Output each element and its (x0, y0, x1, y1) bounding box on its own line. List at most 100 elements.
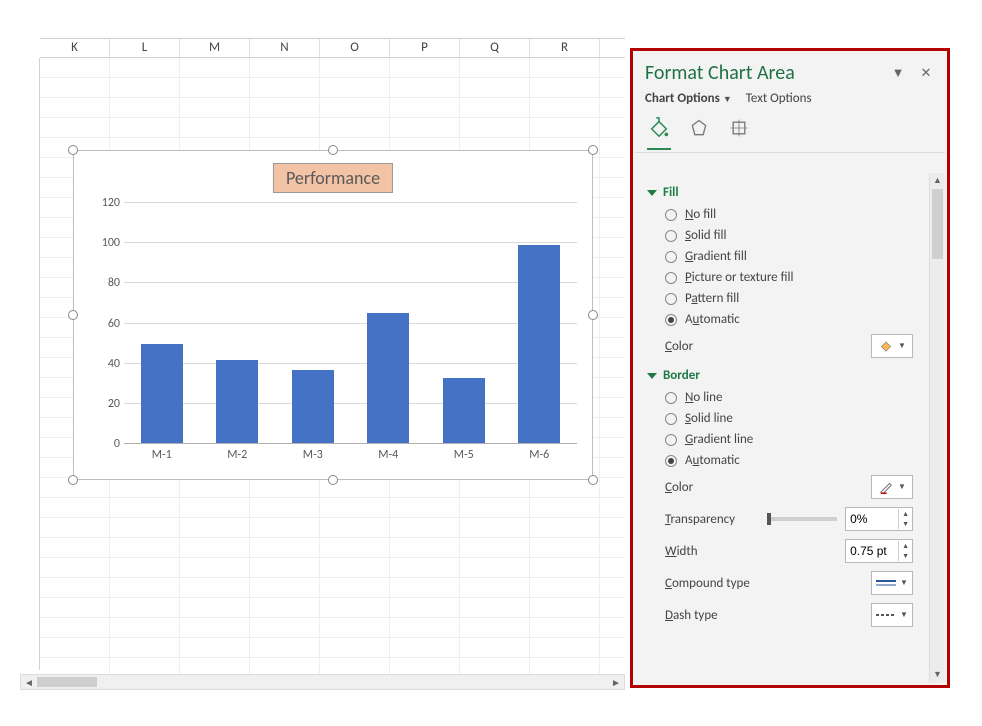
slider-knob[interactable] (767, 513, 771, 525)
dash-type-button[interactable]: ▼ (871, 603, 913, 627)
bar[interactable] (443, 378, 485, 444)
transparency-spinner-input[interactable] (846, 508, 898, 530)
cell[interactable] (40, 518, 110, 537)
cell[interactable] (110, 98, 180, 117)
cell[interactable] (40, 598, 110, 617)
cell[interactable] (460, 598, 530, 617)
resize-handle-n[interactable] (328, 145, 338, 155)
cell[interactable] (530, 518, 600, 537)
compound-type-button[interactable]: ▼ (871, 571, 913, 595)
column-header[interactable]: K (40, 39, 110, 57)
resize-handle-se[interactable] (588, 475, 598, 485)
radio-border-3[interactable]: Automatic (647, 450, 913, 471)
cell[interactable] (250, 78, 320, 97)
cell[interactable] (250, 58, 320, 77)
cell[interactable] (250, 98, 320, 117)
cell[interactable] (390, 78, 460, 97)
cell[interactable] (460, 638, 530, 657)
scroll-thumb[interactable] (37, 677, 97, 687)
cell[interactable] (110, 118, 180, 137)
width-spinner-input[interactable] (846, 540, 898, 562)
cell[interactable] (460, 518, 530, 537)
cell[interactable] (110, 598, 180, 617)
cell[interactable] (180, 638, 250, 657)
width-spinner[interactable]: ▲▼ (845, 539, 913, 563)
cell[interactable] (460, 578, 530, 597)
cell[interactable] (460, 618, 530, 637)
cell[interactable] (530, 538, 600, 557)
cell[interactable] (390, 58, 460, 77)
cell[interactable] (250, 478, 320, 497)
cell[interactable] (250, 578, 320, 597)
spin-down-icon[interactable]: ▼ (899, 519, 912, 529)
cell[interactable] (250, 518, 320, 537)
column-header[interactable]: P (390, 39, 460, 57)
cell[interactable] (40, 538, 110, 557)
resize-handle-nw[interactable] (68, 145, 78, 155)
pane-scroll-thumb[interactable] (932, 189, 943, 259)
column-header[interactable]: N (250, 39, 320, 57)
cell[interactable] (180, 598, 250, 617)
cell[interactable] (320, 58, 390, 77)
transparency-spinner[interactable]: ▲▼ (845, 507, 913, 531)
cell[interactable] (460, 78, 530, 97)
cell[interactable] (180, 58, 250, 77)
cell[interactable] (460, 98, 530, 117)
resize-handle-w[interactable] (68, 310, 78, 320)
cell[interactable] (460, 58, 530, 77)
bar[interactable] (141, 344, 183, 444)
pane-scroll-track[interactable] (930, 189, 945, 667)
scroll-up-icon[interactable]: ▲ (930, 173, 945, 189)
cell[interactable] (110, 578, 180, 597)
cell[interactable] (40, 118, 110, 137)
bar[interactable] (518, 245, 560, 444)
cell[interactable] (320, 598, 390, 617)
cell[interactable] (390, 618, 460, 637)
cell[interactable] (110, 78, 180, 97)
cell[interactable] (390, 578, 460, 597)
cell[interactable] (250, 638, 320, 657)
cell[interactable] (460, 558, 530, 577)
cell[interactable] (180, 98, 250, 117)
section-fill[interactable]: Fill (647, 185, 913, 200)
radio-border-2[interactable]: Gradient line (647, 429, 913, 450)
cell[interactable] (460, 118, 530, 137)
bar[interactable] (216, 360, 258, 444)
cell[interactable] (320, 78, 390, 97)
fill-effects-icon[interactable] (645, 116, 673, 140)
cell[interactable] (110, 478, 180, 497)
cell[interactable] (460, 478, 530, 497)
cell[interactable] (390, 98, 460, 117)
cell[interactable] (40, 78, 110, 97)
cell[interactable] (530, 558, 600, 577)
cell[interactable] (250, 538, 320, 557)
scroll-right-icon[interactable]: ► (608, 676, 624, 689)
cell[interactable] (180, 518, 250, 537)
tab-text-options[interactable]: Text Options (746, 91, 812, 106)
cell[interactable] (180, 618, 250, 637)
bar[interactable] (292, 370, 334, 444)
cell[interactable] (180, 538, 250, 557)
resize-handle-s[interactable] (328, 475, 338, 485)
cell[interactable] (530, 78, 600, 97)
section-border[interactable]: Border (647, 368, 913, 383)
cell[interactable] (40, 98, 110, 117)
cell[interactable] (180, 478, 250, 497)
tab-chart-options[interactable]: Chart Options▼ (645, 91, 732, 106)
pane-options-dropdown-icon[interactable]: ▼ (889, 65, 907, 81)
spin-up-icon[interactable]: ▲ (899, 509, 912, 519)
column-header[interactable]: M (180, 39, 250, 57)
cell[interactable] (40, 578, 110, 597)
cell[interactable] (250, 618, 320, 637)
resize-handle-sw[interactable] (68, 475, 78, 485)
chart-bars[interactable] (124, 203, 577, 444)
cell[interactable] (180, 498, 250, 517)
cell[interactable] (110, 558, 180, 577)
cell[interactable] (320, 578, 390, 597)
cell[interactable] (40, 638, 110, 657)
cell[interactable] (40, 618, 110, 637)
effects-icon[interactable] (685, 116, 713, 140)
cell[interactable] (250, 598, 320, 617)
bar[interactable] (367, 313, 409, 444)
pane-vertical-scrollbar[interactable]: ▲ ▼ (929, 173, 945, 683)
